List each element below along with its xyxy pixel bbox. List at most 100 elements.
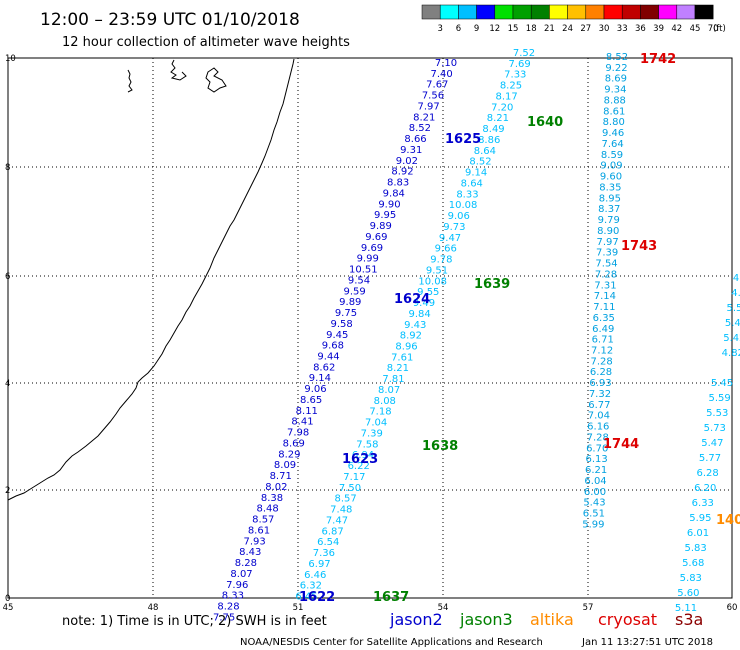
wave-height-value: 7.04 bbox=[588, 411, 610, 422]
wave-height-value: 6.16 bbox=[587, 422, 609, 433]
wave-height-value: 4.9 bbox=[731, 288, 740, 299]
scale-swatch bbox=[439, 4, 459, 20]
note-text: note: 1) Time is in UTC; 2) SWH is in fe… bbox=[62, 614, 327, 629]
wave-height-value: 6.28 bbox=[696, 468, 718, 479]
wave-height-value: 7.36 bbox=[313, 548, 335, 559]
wave-height-value: 9.79 bbox=[598, 215, 620, 226]
wave-height-value: 5.45 bbox=[711, 378, 733, 389]
wave-height-value: 8.11 bbox=[296, 406, 318, 417]
wave-height-value: 7.11 bbox=[593, 302, 615, 313]
wave-height-value: 9.59 bbox=[344, 286, 366, 297]
island-coastline bbox=[127, 69, 133, 93]
wave-height-value: 5.83 bbox=[680, 573, 702, 584]
wave-height-value: 7.28 bbox=[595, 269, 617, 280]
map-grid bbox=[8, 58, 732, 598]
wave-height-value: 7.14 bbox=[594, 291, 616, 302]
scale-tick-label: 33 bbox=[617, 24, 628, 34]
wave-height-value: 9.89 bbox=[339, 297, 361, 308]
wave-height-value: 9.54 bbox=[348, 275, 370, 286]
satellite-legend-altika: altika bbox=[530, 610, 574, 629]
wave-height-value: 8.52 bbox=[469, 157, 491, 168]
x-tick-label: 45 bbox=[3, 603, 14, 613]
wave-height-value: 5.73 bbox=[704, 423, 726, 434]
wave-height-value: 7.48 bbox=[330, 505, 352, 516]
wave-height-value: 9.58 bbox=[330, 319, 352, 330]
scale-tick-label: 9 bbox=[474, 24, 479, 34]
wave-height-value: 6.49 bbox=[592, 324, 614, 335]
wave-height-value: 9.31 bbox=[400, 145, 422, 156]
x-tick-label: 54 bbox=[438, 603, 449, 613]
wave-height-value: 8.90 bbox=[597, 226, 619, 237]
wave-height-value: 9.55 bbox=[417, 287, 439, 298]
wave-height-value: 9.84 bbox=[408, 309, 430, 320]
wave-height-value: 4.82 bbox=[722, 348, 740, 359]
wave-height-value: 8.69 bbox=[283, 438, 305, 449]
wave-height-value: 9.75 bbox=[335, 308, 357, 319]
wave-height-value: 7.69 bbox=[509, 59, 531, 70]
scale-swatch bbox=[621, 4, 641, 20]
scale-tick-label: 27 bbox=[580, 24, 591, 34]
wave-height-value: 9.34 bbox=[604, 85, 626, 96]
wave-height-value: 8.49 bbox=[482, 124, 504, 135]
scale-swatch bbox=[421, 4, 441, 20]
wave-height-value: 5.95 bbox=[689, 513, 711, 524]
scale-swatch bbox=[603, 4, 623, 20]
pass-time-label: 1743 bbox=[621, 239, 657, 254]
wave-height-value: 8.37 bbox=[598, 204, 620, 215]
pass-time-label: 1742 bbox=[640, 52, 676, 67]
wave-height-value: 9.09 bbox=[600, 161, 622, 172]
pass-time-label: 1744 bbox=[603, 437, 639, 452]
wave-height-value: 8.29 bbox=[278, 449, 300, 460]
scale-swatch bbox=[658, 4, 678, 20]
x-axis-ticks: 45 48 51 54 57 60 bbox=[3, 603, 738, 613]
wave-height-value: 5.99 bbox=[582, 519, 604, 530]
wave-height-value: 7.98 bbox=[287, 428, 309, 439]
wave-height-value: 9.49 bbox=[413, 298, 435, 309]
x-tick-label: 48 bbox=[148, 603, 159, 613]
scale-unit-label: (ft) bbox=[713, 24, 726, 34]
wave-height-value: 7.58 bbox=[356, 439, 378, 450]
wave-height-value: 9.78 bbox=[430, 255, 452, 266]
wave-height-value: 9.02 bbox=[396, 156, 418, 167]
wave-height-value: 5.53 bbox=[706, 408, 728, 419]
wave-height-value: 6.01 bbox=[687, 528, 709, 539]
wave-height-value: 9.47 bbox=[439, 233, 461, 244]
wave-height-value: 8.48 bbox=[257, 504, 279, 515]
color-scale-legend: 3 6 9 12 15 18 21 24 27 30 33 36 39 42 45 70 bbox=[421, 4, 719, 34]
wave-height-value: 9.90 bbox=[378, 199, 400, 210]
wave-height-value: 5.56 bbox=[726, 303, 740, 314]
wave-height-value: 6.94 bbox=[352, 450, 374, 461]
wave-height-value: 9.06 bbox=[304, 384, 326, 395]
track-s3a-edge: 554.84.95.565.465.424.82 bbox=[722, 258, 740, 359]
wave-height-value: 7.47 bbox=[326, 515, 348, 526]
wave-height-value: 9.45 bbox=[326, 330, 348, 341]
wave-height-value: 9.69 bbox=[365, 232, 387, 243]
pass-time-label: 1637 bbox=[373, 590, 409, 605]
scale-tick-label: 30 bbox=[599, 24, 610, 34]
wave-height-value: 6.13 bbox=[586, 454, 608, 465]
scale-tick-label: 36 bbox=[635, 24, 646, 34]
wave-height-value: 6.97 bbox=[308, 559, 330, 570]
footer-timestamp: Jan 11 13:27:51 UTC 2018 bbox=[581, 637, 713, 648]
y-axis-ticks: 0 2 4 6 8 10 bbox=[5, 54, 16, 604]
track-cryo-a: 8.529.228.699.348.888.618.809.467.648.59… bbox=[582, 52, 628, 530]
footer-credit: NOAA/NESDIS Center for Satellite Applica… bbox=[240, 637, 543, 648]
y-tick-label: 2 bbox=[5, 486, 10, 496]
wave-height-value: 8.38 bbox=[261, 493, 283, 504]
track-jason3-a: 7.527.697.338.258.177.208.218.498.868.64… bbox=[295, 48, 535, 603]
wave-height-value: 9.68 bbox=[322, 341, 344, 352]
wave-height-value: 10.08 bbox=[449, 200, 478, 211]
wave-height-value: 7.39 bbox=[361, 428, 383, 439]
wave-height-value: 6.00 bbox=[584, 487, 606, 498]
coastline bbox=[7, 58, 295, 501]
wave-height-value: 8.71 bbox=[270, 471, 292, 482]
y-tick-label: 10 bbox=[5, 54, 16, 64]
island-coastline bbox=[170, 59, 187, 81]
wave-height-value: 9.06 bbox=[448, 211, 470, 222]
wave-height-value: 8.80 bbox=[603, 117, 625, 128]
wave-height-value: 8.33 bbox=[456, 189, 478, 200]
wave-height-value: 8.28 bbox=[217, 602, 239, 613]
scale-tick-label: 45 bbox=[690, 24, 701, 34]
wave-height-value: 6.35 bbox=[593, 313, 615, 324]
wave-height-value: 8.83 bbox=[387, 178, 409, 189]
